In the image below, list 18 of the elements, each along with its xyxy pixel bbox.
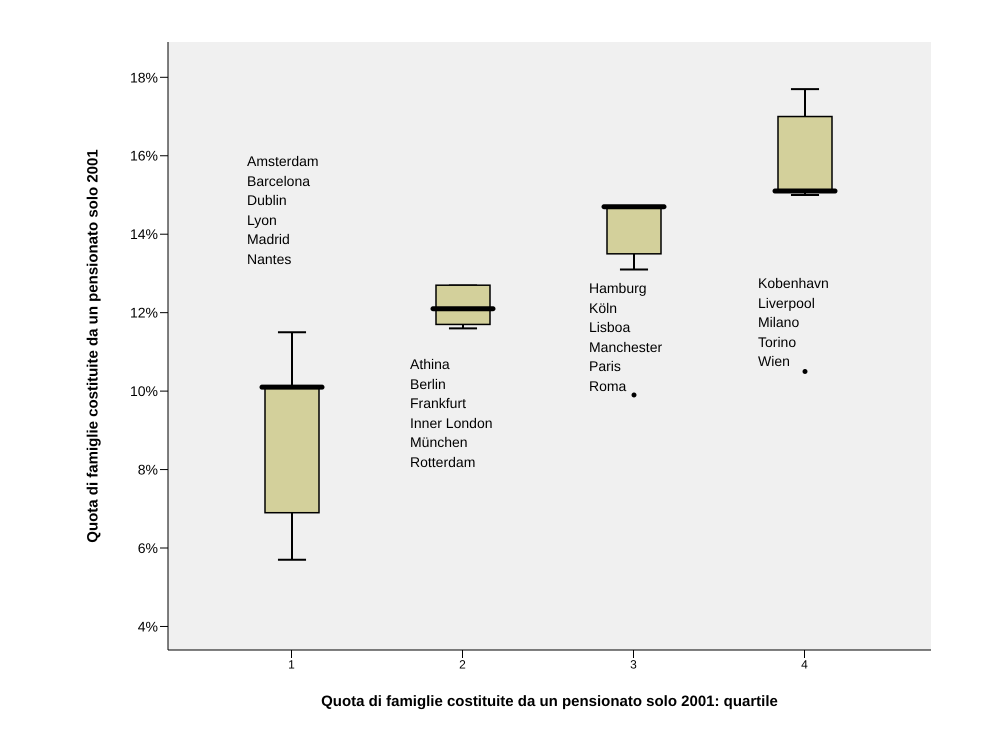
y-axis-title: Quota di famiglie costituite da un pensionato solo 2001 bbox=[84, 149, 102, 543]
x-tick-label: 2 bbox=[459, 658, 466, 672]
y-tick-label: 4% bbox=[138, 618, 158, 634]
y-tick-label: 12% bbox=[130, 304, 158, 321]
annotation: Hamburg Köln Lisboa Manchester Paris Roma bbox=[589, 279, 662, 396]
x-tick-label: 1 bbox=[288, 658, 296, 672]
x-tick-label: 3 bbox=[630, 658, 638, 672]
x-axis-title: Quota di famiglie costituite da un pensionato solo 2001: quartile bbox=[321, 693, 778, 710]
y-tick-label: 18% bbox=[130, 69, 158, 86]
y-tick-label: 6% bbox=[138, 540, 158, 556]
y-tick-label: 16% bbox=[130, 148, 158, 164]
y-tick-label: 8% bbox=[138, 462, 158, 478]
y-tick-label: 14% bbox=[130, 226, 158, 242]
annotation: Kobenhavn Liverpool Milano Torino Wien bbox=[758, 274, 829, 371]
y-tick-label: 10% bbox=[130, 383, 158, 400]
x-tick-label: 4 bbox=[801, 658, 808, 672]
annotation: Athina Berlin Frankfurt Inner London München Rotterdam bbox=[410, 355, 493, 472]
annotation: Amsterdam Barcelona Dublin Lyon Madrid Nantes bbox=[247, 152, 319, 268]
